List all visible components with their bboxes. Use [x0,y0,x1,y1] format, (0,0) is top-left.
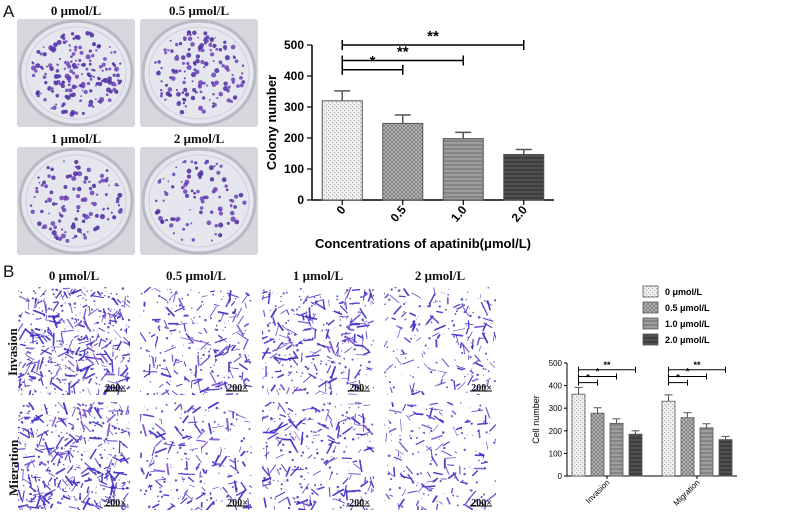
transwell-image: 200× [262,287,374,395]
colony-label-0: 0 μmol/L [50,3,102,18]
bar [699,427,714,477]
y-tick-label: 400 [549,382,563,391]
transwell-image: 200× [140,287,252,395]
significance-label: ** [693,360,701,370]
bar [718,439,733,477]
bar [382,122,424,201]
legend-swatch [642,333,659,346]
x-tick-label: 0.5 [388,203,410,225]
bar [661,400,676,477]
transwell-image: 200× [140,402,252,510]
y-tick-label: 500 [549,359,563,368]
x-tick-label: 0 [334,203,349,217]
significance-label: * [586,373,590,383]
x-tick-label: 1.0 [448,203,470,225]
bar [503,153,545,201]
legend-label: 2.0 μmol/L [665,335,710,345]
x-tick-label: Migration [672,478,702,508]
transwell-image: 200× [18,402,130,510]
y-tick-label: 300 [549,404,563,413]
y-tick-label: 400 [284,69,304,83]
x-tick-label: Invasion [584,478,611,505]
significance-label: * [370,53,376,70]
y-tick-label: 100 [284,162,304,176]
transwell-image: 200× [262,402,374,510]
significance-label: * [686,367,690,377]
legend-label: 0.5 μmol/L [665,303,710,313]
colony-label-05: 0.5 μmol/L [168,3,230,18]
bar [609,422,624,477]
significance-label: * [676,373,680,383]
colony-label-1: 1 μmol/L [50,131,102,146]
x-tick-label: 2.0 [509,203,531,225]
y-tick-label: 100 [549,449,563,458]
significance-label: ** [427,28,439,45]
transwell-col-label: 1 μmol/L [292,268,344,283]
transwell-col-label: 0 μmol/L [48,268,100,283]
transwell-image: 200× [384,402,496,510]
transwell-image: 200× [18,287,130,395]
y-tick-label: 0 [297,193,304,207]
colony-dish-image [17,147,135,255]
y-tick-label: 500 [284,38,304,52]
legend-swatch [642,317,659,330]
transwell-col-label: 0.5 μmol/L [165,268,227,283]
panel-a-letter: A [3,2,15,21]
colony-dish-image [140,19,258,127]
bar [590,412,605,477]
legend-swatch [642,301,659,314]
y-tick-label: 0 [558,472,563,481]
colony-dish-image [17,19,135,127]
y-axis-label: Colony number [264,75,279,170]
transwell-image: 200× [384,287,496,395]
y-tick-label: 200 [284,131,304,145]
bar [442,138,484,201]
significance-label: * [596,367,600,377]
transwell-col-label: 2 μmol/L [414,268,466,283]
colony-label-2: 2 μmol/L [173,131,225,146]
significance-label: ** [603,360,611,370]
bar [680,417,695,477]
significance-label: ** [397,44,409,61]
legend-label: 0 μmol/L [665,287,703,297]
legend-swatch [642,285,659,298]
legend-label: 1.0 μmol/L [665,319,710,329]
panel-b-letter: B [3,262,15,281]
y-tick-label: 300 [284,100,304,114]
y-axis-label: Cell number [531,395,541,444]
bar [628,433,643,477]
y-tick-label: 200 [549,427,563,436]
bar [571,393,586,477]
x-axis-label: Concentrations of apatinib(μmol/L) [315,236,531,251]
bar [321,100,363,201]
colony-dish-image [140,147,258,255]
